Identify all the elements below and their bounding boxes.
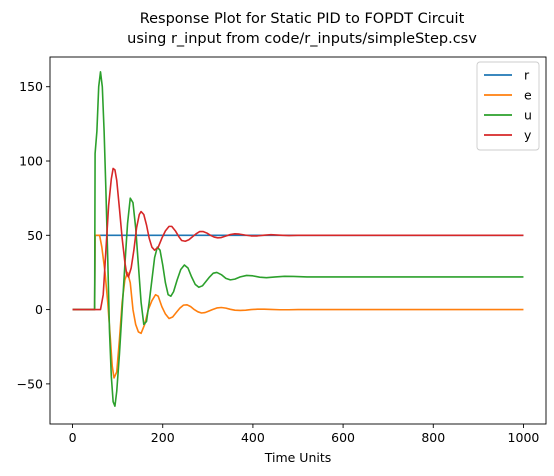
x-tick-label: 800 [421, 430, 445, 445]
x-tick-label: 0 [69, 430, 77, 445]
chart-title-line2: using r_input from code/r_inputs/simpleS… [127, 31, 477, 47]
legend-label-r: r [524, 68, 530, 83]
y-tick-label: 0 [35, 302, 43, 317]
chart-title-line1: Response Plot for Static PID to FOPDT Ci… [140, 11, 465, 27]
y-tick-label: 150 [19, 79, 43, 94]
legend-label-y: y [524, 128, 532, 143]
x-axis-label: Time Units [264, 450, 332, 465]
legend-box [476, 61, 540, 151]
x-tick-label: 600 [331, 430, 355, 445]
x-tick-label: 400 [241, 430, 265, 445]
legend-label-u: u [524, 108, 532, 123]
series-layer [72, 71, 524, 407]
y-tick-label: 50 [27, 228, 43, 243]
series-line-e [72, 234, 524, 379]
series-line-y [72, 167, 524, 311]
tick-layer: 0 200 400 600 800 1000 −50 0 50 100 150 [17, 79, 540, 445]
x-tick-label: 1000 [508, 430, 540, 445]
x-tick-label: 200 [151, 430, 175, 445]
legend-label-e: e [524, 88, 532, 103]
plot-area [50, 57, 546, 424]
axes-frame [49, 56, 547, 425]
series-line-u [72, 71, 524, 407]
y-tick-label: −50 [17, 376, 43, 391]
y-tick-label: 100 [19, 154, 43, 169]
